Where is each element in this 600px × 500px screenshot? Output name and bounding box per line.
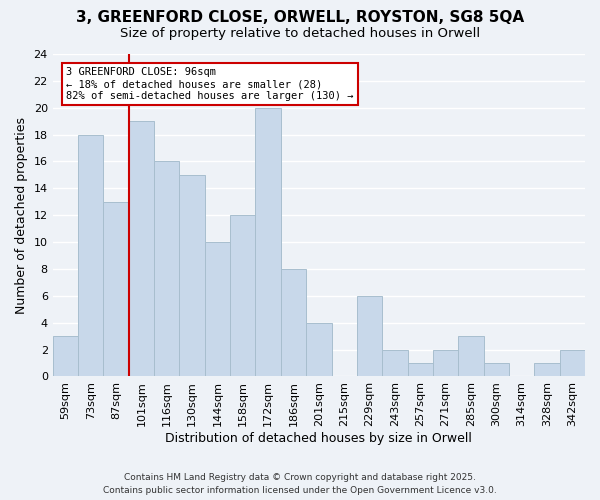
Bar — [357, 296, 382, 376]
Text: 3 GREENFORD CLOSE: 96sqm
← 18% of detached houses are smaller (28)
82% of semi-d: 3 GREENFORD CLOSE: 96sqm ← 18% of detach… — [66, 68, 353, 100]
Bar — [458, 336, 484, 376]
Bar — [103, 202, 129, 376]
Bar — [407, 363, 433, 376]
Bar — [205, 242, 230, 376]
Text: 3, GREENFORD CLOSE, ORWELL, ROYSTON, SG8 5QA: 3, GREENFORD CLOSE, ORWELL, ROYSTON, SG8… — [76, 10, 524, 25]
Bar — [281, 269, 306, 376]
Bar — [129, 121, 154, 376]
Bar — [230, 215, 256, 376]
Bar — [179, 175, 205, 376]
Bar — [256, 108, 281, 376]
X-axis label: Distribution of detached houses by size in Orwell: Distribution of detached houses by size … — [166, 432, 472, 445]
Bar — [382, 350, 407, 376]
Bar — [433, 350, 458, 376]
Text: Size of property relative to detached houses in Orwell: Size of property relative to detached ho… — [120, 28, 480, 40]
Bar — [484, 363, 509, 376]
Bar — [306, 322, 332, 376]
Bar — [560, 350, 585, 376]
Bar — [78, 134, 103, 376]
Bar — [535, 363, 560, 376]
Bar — [154, 162, 179, 376]
Bar — [53, 336, 78, 376]
Y-axis label: Number of detached properties: Number of detached properties — [15, 116, 28, 314]
Text: Contains HM Land Registry data © Crown copyright and database right 2025.
Contai: Contains HM Land Registry data © Crown c… — [103, 474, 497, 495]
